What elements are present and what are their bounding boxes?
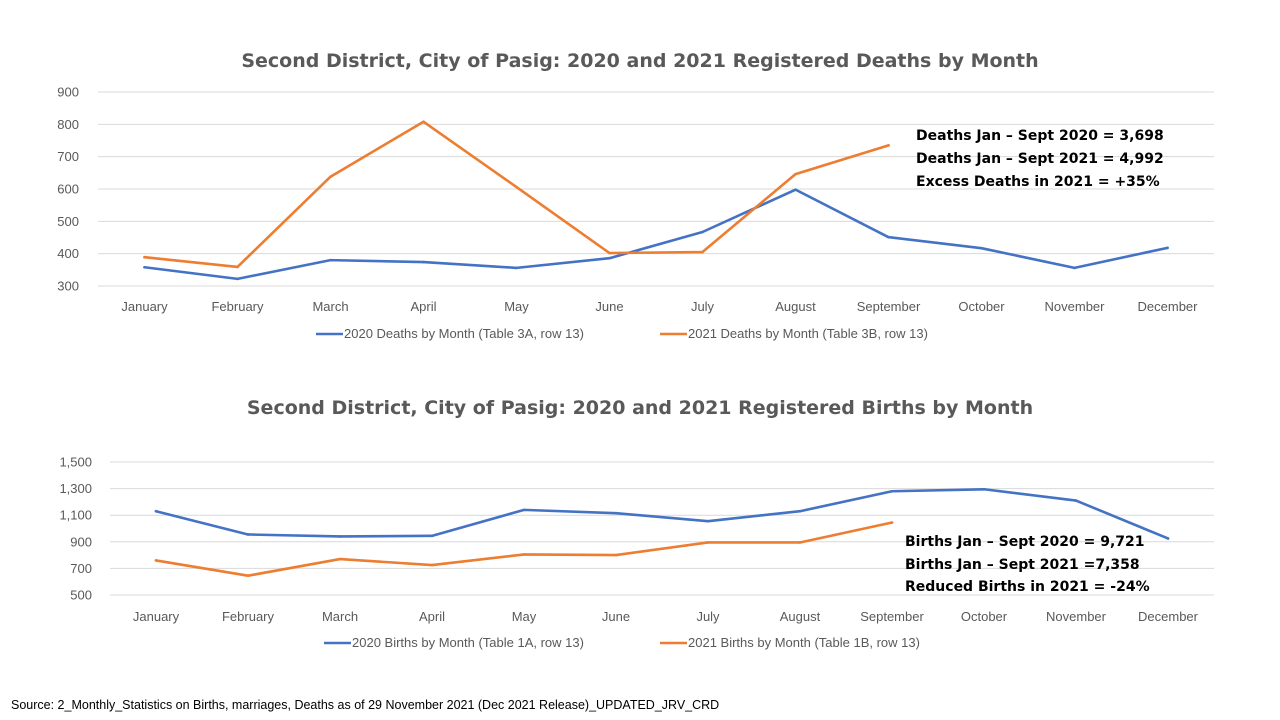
births-data-point <box>614 553 618 557</box>
births-x-tick-label: February <box>222 609 275 624</box>
deaths-y-tick-label: 600 <box>57 182 79 197</box>
deaths-x-tick-label: May <box>504 299 529 314</box>
births-data-point <box>1074 499 1078 502</box>
deaths-legend-label: 2020 Deaths by Month (Table 3A, row 13) <box>344 326 584 341</box>
births-x-tick-label: October <box>961 609 1008 624</box>
source-note: Source: 2_Monthly_Statistics on Births, … <box>11 698 720 712</box>
births-x-tick-label: August <box>780 609 821 624</box>
births-data-point <box>522 508 526 512</box>
deaths-data-point <box>887 235 890 239</box>
births-data-point <box>430 563 434 567</box>
deaths-x-tick-label: February <box>211 299 264 314</box>
deaths-x-tick-label: November <box>1045 299 1106 314</box>
deaths-data-point <box>143 265 146 269</box>
births-series-line-2020 <box>154 487 1170 540</box>
deaths-data-point <box>1166 246 1169 250</box>
births-series-line-2021 <box>154 521 894 578</box>
deaths-x-tick-label: March <box>312 299 348 314</box>
deaths-data-point <box>236 277 239 281</box>
births-data-point <box>706 519 710 523</box>
births-data-point <box>890 521 894 524</box>
deaths-summary-note: Excess Deaths in 2021 = +35% <box>916 174 1160 190</box>
births-x-tick-label: April <box>419 609 445 624</box>
deaths-data-point <box>329 258 332 262</box>
deaths-data-point <box>236 265 239 269</box>
births-y-tick-label: 1,500 <box>59 455 92 470</box>
deaths-data-point <box>329 175 332 179</box>
births-data-point <box>890 489 894 493</box>
births-data-point <box>246 574 250 578</box>
deaths-data-point <box>422 260 425 264</box>
deaths-data-point <box>794 172 797 176</box>
births-data-point <box>982 487 986 491</box>
births-data-point <box>1166 537 1170 540</box>
births-x-tick-label: November <box>1046 609 1107 624</box>
births-y-tick-label: 700 <box>70 561 92 576</box>
births-data-point <box>706 541 710 544</box>
births-legend-label: 2020 Births by Month (Table 1A, row 13) <box>352 635 584 650</box>
births-x-tick-label: January <box>133 609 180 624</box>
deaths-summary-note: Deaths Jan – Sept 2020 = 3,698 <box>916 128 1164 144</box>
deaths-summary-note: Deaths Jan – Sept 2021 = 4,992 <box>916 151 1164 167</box>
deaths-x-tick-label: July <box>691 299 715 314</box>
deaths-data-point <box>701 250 704 254</box>
births-data-point <box>154 559 158 562</box>
births-data-point <box>246 533 250 536</box>
deaths-data-point <box>980 246 983 250</box>
births-data-point <box>338 557 342 561</box>
births-data-point <box>338 535 342 538</box>
deaths-x-tick-label: January <box>121 299 168 314</box>
deaths-legend-label: 2021 Deaths by Month (Table 3B, row 13) <box>688 326 928 341</box>
births-data-point <box>522 553 526 556</box>
deaths-x-tick-label: December <box>1138 299 1199 314</box>
births-chart-title: Second District, City of Pasig: 2020 and… <box>247 397 1033 419</box>
deaths-x-tick-label: September <box>857 299 921 314</box>
births-legend-label: 2021 Births by Month (Table 1B, row 13) <box>688 635 920 650</box>
deaths-data-point <box>794 188 797 191</box>
births-summary-note: Reduced Births in 2021 = -24% <box>905 579 1150 595</box>
deaths-data-point <box>701 230 704 234</box>
deaths-series-line-2021 <box>143 120 890 269</box>
deaths-x-tick-label: April <box>410 299 436 314</box>
deaths-x-tick-label: June <box>595 299 623 314</box>
deaths-data-point <box>887 144 890 147</box>
births-data-point <box>798 509 802 513</box>
births-data-point <box>798 541 802 544</box>
births-y-tick-label: 1,300 <box>59 481 92 496</box>
deaths-x-tick-label: October <box>958 299 1005 314</box>
deaths-y-tick-label: 500 <box>57 214 79 229</box>
deaths-y-tick-label: 300 <box>57 279 79 294</box>
deaths-data-point <box>608 251 611 255</box>
births-x-tick-label: June <box>602 609 630 624</box>
births-summary-note: Births Jan – Sept 2021 =7,358 <box>905 557 1140 573</box>
deaths-y-tick-label: 400 <box>57 246 79 261</box>
births-y-tick-label: 1,100 <box>59 508 92 523</box>
deaths-data-point <box>608 256 611 260</box>
births-data-point <box>154 509 158 513</box>
deaths-data-point <box>1073 266 1076 270</box>
deaths-data-point <box>422 120 425 124</box>
deaths-y-tick-label: 700 <box>57 149 79 164</box>
deaths-series-line-2020 <box>143 188 1169 281</box>
births-x-tick-label: March <box>322 609 358 624</box>
births-y-tick-label: 900 <box>70 534 92 549</box>
deaths-data-point <box>515 266 518 270</box>
births-data-point <box>614 511 618 515</box>
births-x-tick-label: September <box>860 609 924 624</box>
births-x-tick-label: December <box>1138 609 1199 624</box>
births-x-tick-label: July <box>696 609 720 624</box>
births-x-tick-label: May <box>512 609 537 624</box>
births-data-point <box>430 534 434 538</box>
deaths-x-tick-label: August <box>775 299 816 314</box>
deaths-y-tick-label: 900 <box>57 85 79 100</box>
deaths-data-point <box>143 255 146 259</box>
deaths-y-tick-label: 800 <box>57 117 79 132</box>
births-y-tick-label: 500 <box>70 588 92 603</box>
deaths-data-point <box>515 185 518 189</box>
births-summary-note: Births Jan – Sept 2020 = 9,721 <box>905 534 1145 550</box>
deaths-chart-title: Second District, City of Pasig: 2020 and… <box>241 50 1038 72</box>
